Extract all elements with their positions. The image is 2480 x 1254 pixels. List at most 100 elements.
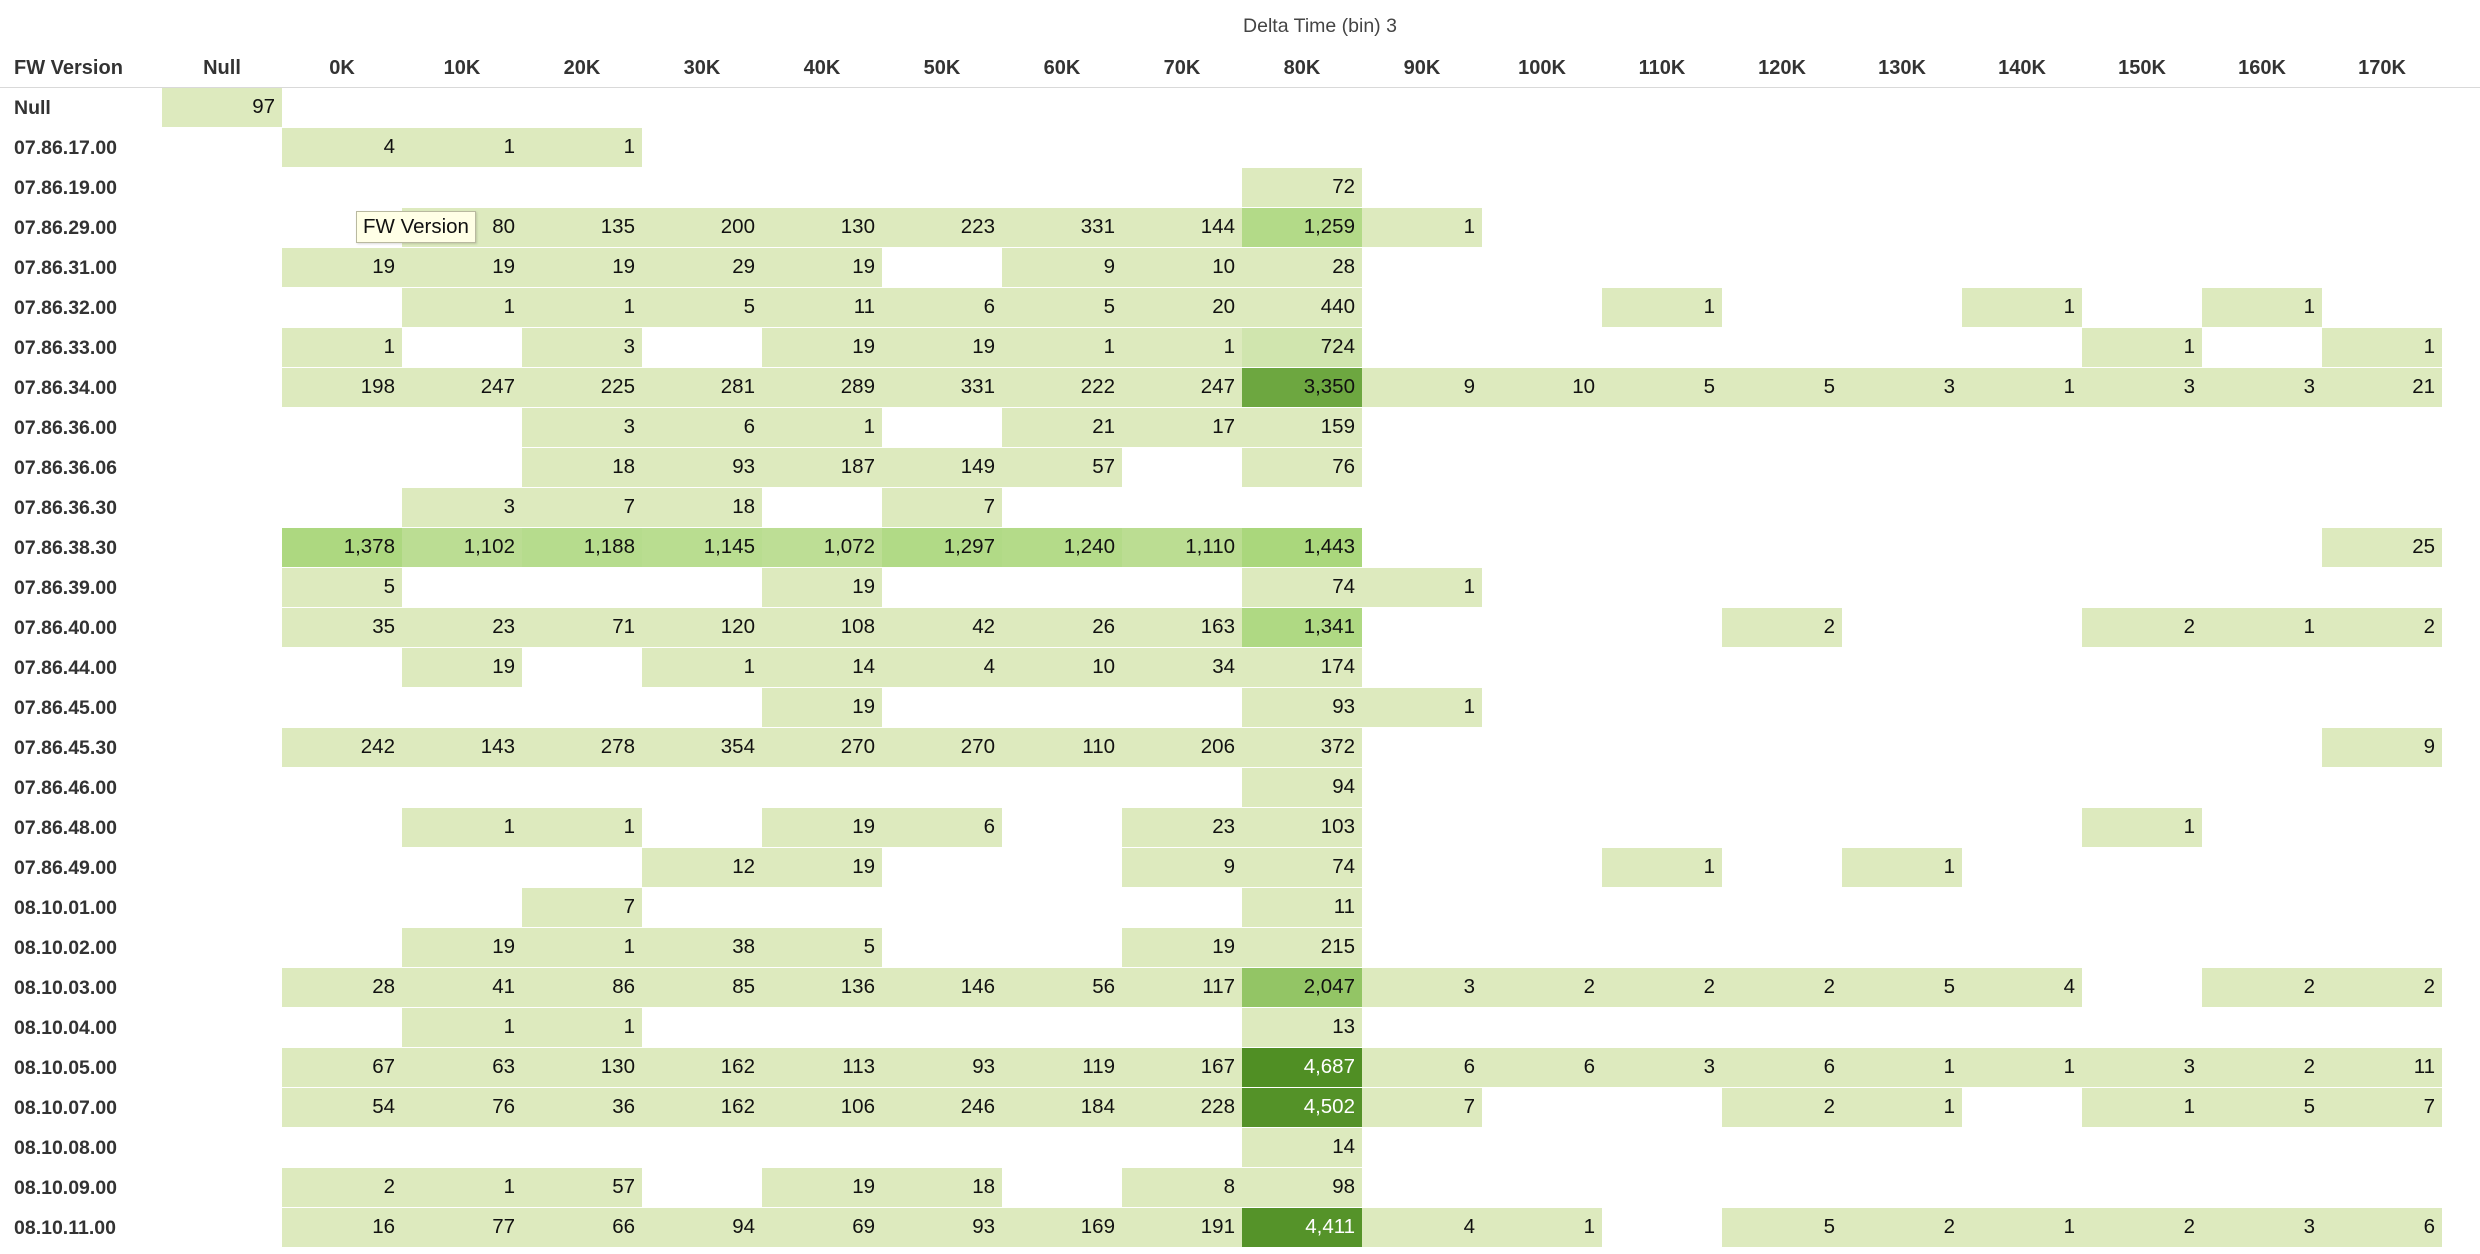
row-label[interactable]: 07.86.38.30 (14, 537, 118, 559)
heatmap-cell[interactable]: 29 (642, 248, 762, 287)
heatmap-cell[interactable]: 6 (1482, 1048, 1602, 1087)
heatmap-cell[interactable]: 5 (642, 288, 762, 327)
heatmap-cell[interactable]: 1 (2322, 328, 2442, 367)
heatmap-cell[interactable]: 41 (402, 968, 522, 1007)
heatmap-cell[interactable]: 246 (882, 1088, 1002, 1127)
heatmap-cell[interactable]: 74 (1242, 848, 1362, 887)
heatmap-cell[interactable]: 5 (1722, 1208, 1842, 1247)
heatmap-cell[interactable]: 191 (1122, 1208, 1242, 1247)
heatmap-cell[interactable]: 13 (1242, 1008, 1362, 1047)
heatmap-cell[interactable]: 19 (522, 248, 642, 287)
heatmap-cell[interactable]: 1,110 (1122, 528, 1242, 567)
heatmap-cell[interactable]: 3 (402, 488, 522, 527)
heatmap-cell[interactable]: 76 (402, 1088, 522, 1127)
heatmap-cell[interactable]: 167 (1122, 1048, 1242, 1087)
heatmap-cell[interactable]: 4,687 (1242, 1048, 1362, 1087)
heatmap-cell[interactable]: 2 (2202, 968, 2322, 1007)
row-label[interactable]: 07.86.34.00 (14, 377, 118, 399)
heatmap-cell[interactable]: 242 (282, 728, 402, 767)
heatmap-cell[interactable]: 19 (402, 248, 522, 287)
heatmap-cell[interactable]: 1 (1362, 208, 1482, 247)
heatmap-cell[interactable]: 1 (522, 128, 642, 167)
column-header[interactable]: 20K (563, 57, 601, 79)
column-header[interactable]: 30K (683, 57, 721, 79)
heatmap-cell[interactable]: 19 (402, 648, 522, 687)
heatmap-cell[interactable]: 4,411 (1242, 1208, 1362, 1247)
heatmap-cell[interactable]: 1 (1122, 328, 1242, 367)
heatmap-cell[interactable]: 19 (1122, 928, 1242, 967)
heatmap-cell[interactable]: 1 (1962, 288, 2082, 327)
heatmap-cell[interactable]: 9 (2322, 728, 2442, 767)
heatmap-cell[interactable]: 6 (642, 408, 762, 447)
row-label[interactable]: Null (14, 97, 51, 119)
heatmap-cell[interactable]: 174 (1242, 648, 1362, 687)
heatmap-cell[interactable]: 12 (642, 848, 762, 887)
heatmap-cell[interactable]: 97 (162, 88, 282, 127)
heatmap-cell[interactable]: 23 (402, 608, 522, 647)
heatmap-cell[interactable]: 9 (1122, 848, 1242, 887)
heatmap-cell[interactable]: 1 (1962, 368, 2082, 407)
heatmap-cell[interactable]: 331 (882, 368, 1002, 407)
heatmap-cell[interactable]: 1 (1842, 1088, 1962, 1127)
heatmap-cell[interactable]: 2 (2202, 1048, 2322, 1087)
heatmap-cell[interactable]: 57 (1002, 448, 1122, 487)
row-label[interactable]: 07.86.33.00 (14, 337, 118, 359)
heatmap-cell[interactable]: 57 (522, 1168, 642, 1207)
heatmap-cell[interactable]: 3 (2082, 368, 2202, 407)
heatmap-cell[interactable]: 2 (2082, 1208, 2202, 1247)
heatmap-cell[interactable]: 77 (402, 1208, 522, 1247)
heatmap-cell[interactable]: 42 (882, 608, 1002, 647)
heatmap-cell[interactable]: 5 (762, 928, 882, 967)
column-header[interactable]: 160K (2238, 57, 2286, 79)
heatmap-cell[interactable]: 130 (762, 208, 882, 247)
heatmap-cell[interactable]: 1,341 (1242, 608, 1362, 647)
heatmap-cell[interactable]: 247 (1122, 368, 1242, 407)
heatmap-cell[interactable]: 119 (1002, 1048, 1122, 1087)
heatmap-cell[interactable]: 200 (642, 208, 762, 247)
heatmap-cell[interactable]: 7 (522, 888, 642, 927)
heatmap-cell[interactable]: 1 (402, 1168, 522, 1207)
heatmap-cell[interactable]: 86 (522, 968, 642, 1007)
heatmap-cell[interactable]: 9 (1002, 248, 1122, 287)
heatmap-cell[interactable]: 143 (402, 728, 522, 767)
heatmap-cell[interactable]: 5 (2202, 1088, 2322, 1127)
row-label[interactable]: 07.86.32.00 (14, 297, 118, 319)
heatmap-cell[interactable]: 94 (1242, 768, 1362, 807)
column-header[interactable]: 60K (1043, 57, 1081, 79)
row-label[interactable]: 07.86.44.00 (14, 657, 118, 679)
heatmap-cell[interactable]: 19 (402, 928, 522, 967)
heatmap-cell[interactable]: 6 (2322, 1208, 2442, 1247)
heatmap-cell[interactable]: 93 (882, 1208, 1002, 1247)
heatmap-cell[interactable]: 103 (1242, 808, 1362, 847)
row-label[interactable]: 07.86.46.00 (14, 777, 118, 799)
heatmap-cell[interactable]: 9 (1362, 368, 1482, 407)
column-header[interactable]: 10K (443, 57, 481, 79)
heatmap-cell[interactable]: 225 (522, 368, 642, 407)
heatmap-cell[interactable]: 14 (1242, 1128, 1362, 1167)
heatmap-cell[interactable]: 19 (762, 248, 882, 287)
heatmap-cell[interactable]: 2,047 (1242, 968, 1362, 1007)
heatmap-cell[interactable]: 3 (2202, 1208, 2322, 1247)
heatmap-cell[interactable]: 135 (522, 208, 642, 247)
row-label[interactable]: 07.86.48.00 (14, 817, 118, 839)
heatmap-cell[interactable]: 11 (1242, 888, 1362, 927)
heatmap-cell[interactable]: 1 (1602, 848, 1722, 887)
heatmap-cell[interactable]: 281 (642, 368, 762, 407)
heatmap-cell[interactable]: 56 (1002, 968, 1122, 1007)
heatmap-cell[interactable]: 18 (642, 488, 762, 527)
heatmap-cell[interactable]: 5 (1842, 968, 1962, 1007)
heatmap-cell[interactable]: 26 (1002, 608, 1122, 647)
heatmap-cell[interactable]: 10 (1122, 248, 1242, 287)
heatmap-cell[interactable]: 1,378 (282, 528, 402, 567)
row-header-title[interactable]: FW Version (14, 57, 123, 79)
heatmap-cell[interactable]: 25 (2322, 528, 2442, 567)
heatmap-cell[interactable]: 1 (522, 288, 642, 327)
row-label[interactable]: 08.10.11.00 (14, 1217, 116, 1239)
heatmap-cell[interactable]: 215 (1242, 928, 1362, 967)
heatmap-cell[interactable]: 3 (1602, 1048, 1722, 1087)
row-label[interactable]: 08.10.08.00 (14, 1137, 118, 1159)
heatmap-cell[interactable]: 19 (762, 688, 882, 727)
row-label[interactable]: 07.86.36.30 (14, 497, 118, 519)
heatmap-cell[interactable]: 184 (1002, 1088, 1122, 1127)
heatmap-cell[interactable]: 11 (2322, 1048, 2442, 1087)
